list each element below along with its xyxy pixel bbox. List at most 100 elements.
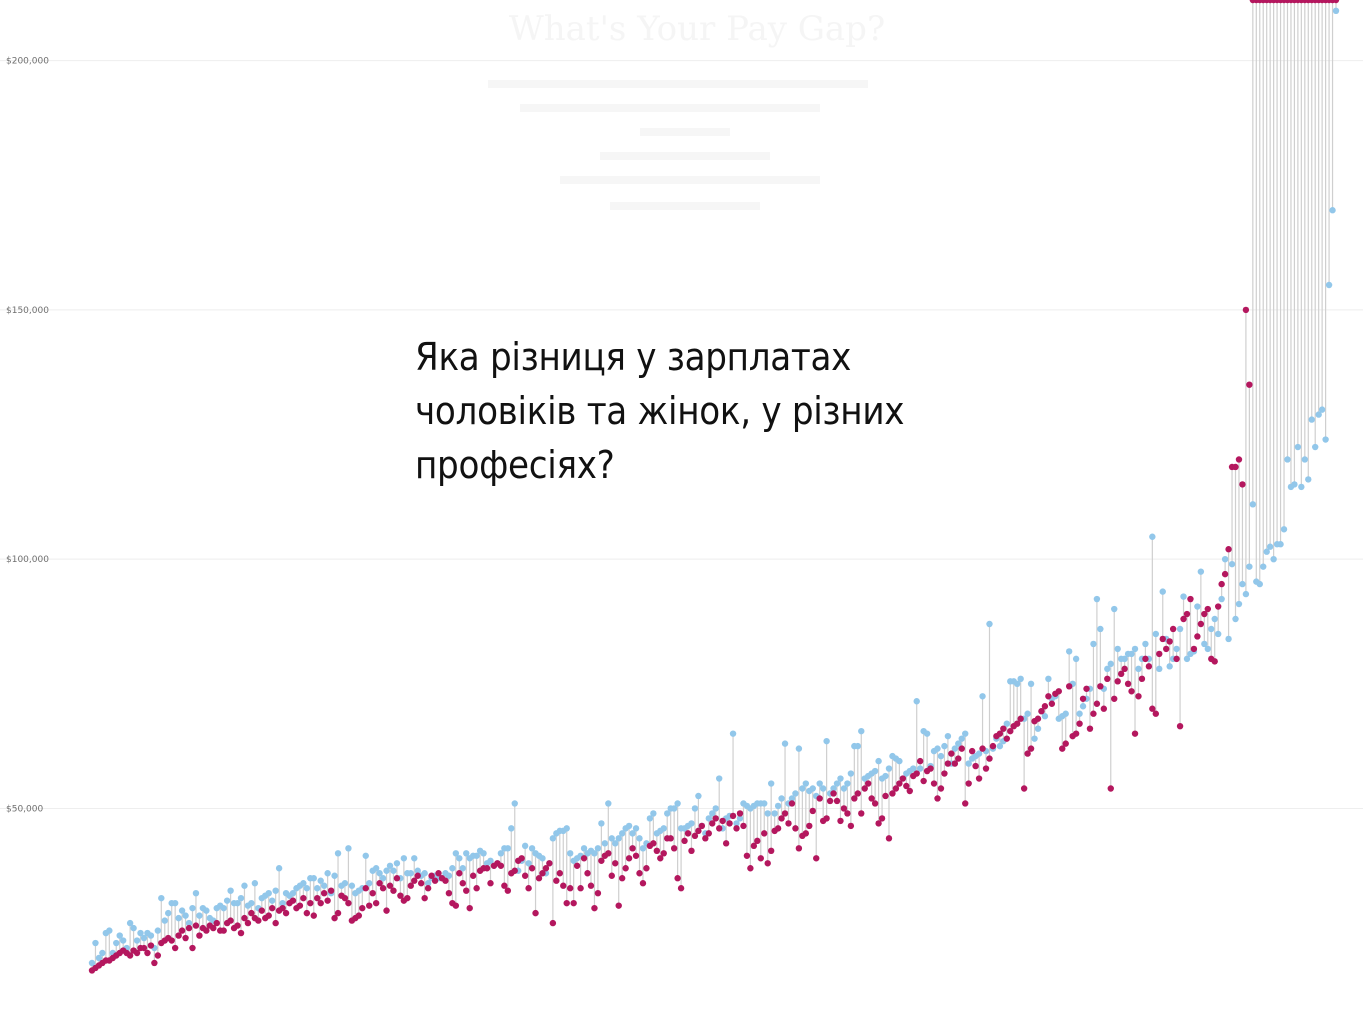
- women-salary-point: [192, 922, 200, 929]
- women-salary-point: [584, 870, 591, 877]
- men-salary-point: [459, 865, 466, 872]
- men-salary-point: [279, 899, 286, 907]
- women-salary-point: [469, 872, 477, 879]
- men-salary-point: [528, 845, 536, 852]
- faded-text-line: [488, 80, 868, 88]
- women-salary-point: [175, 932, 182, 939]
- men-salary-point: [275, 865, 283, 872]
- men-salary-point: [639, 845, 647, 852]
- women-salary-point: [958, 745, 965, 752]
- men-salary-point: [1318, 406, 1326, 413]
- women-salary-point: [612, 860, 619, 867]
- men-salary-point: [390, 867, 397, 874]
- women-salary-point: [740, 822, 747, 830]
- women-salary-point: [972, 762, 979, 770]
- men-salary-point: [289, 889, 297, 897]
- women-salary-point: [528, 865, 536, 872]
- women-salary-point: [1218, 580, 1225, 588]
- men-salary-point: [171, 899, 179, 907]
- women-salary-point: [1041, 703, 1049, 710]
- men-salary-point: [871, 767, 879, 775]
- women-salary-point: [255, 917, 262, 924]
- men-salary-point: [237, 894, 245, 902]
- women-salary-point: [896, 780, 903, 787]
- men-salary-point: [709, 810, 716, 817]
- women-salary-point: [411, 877, 418, 884]
- women-salary-point: [598, 857, 605, 864]
- women-salary-point: [549, 919, 557, 927]
- women-salary-point: [168, 937, 175, 944]
- women-salary-point: [504, 887, 512, 894]
- women-salary-point: [424, 885, 432, 892]
- men-salary-point: [1308, 416, 1315, 423]
- men-salary-point: [508, 825, 515, 832]
- men-salary-point: [1305, 476, 1312, 483]
- men-salary-point: [1197, 568, 1205, 575]
- faded-text-line: [640, 128, 730, 136]
- women-salary-point: [833, 797, 841, 805]
- men-salary-point: [802, 780, 810, 787]
- men-salary-point: [778, 795, 785, 802]
- men-salary-point: [1034, 725, 1042, 732]
- men-salary-point: [192, 889, 200, 897]
- men-salary-point: [119, 937, 127, 944]
- men-salary-point: [792, 790, 799, 797]
- men-salary-point: [580, 845, 588, 852]
- women-salary-point: [851, 795, 858, 802]
- women-salary-point: [1197, 620, 1205, 628]
- women-salary-point: [317, 899, 324, 907]
- chart-title: What's Your Pay Gap?: [509, 9, 885, 49]
- men-salary-point: [473, 852, 480, 859]
- men-salary-point: [140, 934, 148, 942]
- men-salary-point: [601, 840, 609, 847]
- women-salary-point: [1062, 740, 1069, 747]
- women-salary-point: [1235, 456, 1243, 463]
- women-salary-point: [830, 790, 837, 797]
- men-salary-point: [248, 899, 255, 907]
- women-salary-point: [591, 904, 598, 912]
- women-salary-point: [282, 909, 290, 917]
- men-salary-point: [504, 845, 512, 852]
- women-salary-point: [930, 780, 938, 787]
- men-salary-point: [1176, 625, 1184, 633]
- men-salary-point: [1315, 411, 1322, 418]
- women-salary-point: [847, 822, 855, 830]
- men-salary-point: [608, 835, 615, 842]
- men-salary-point: [598, 820, 605, 827]
- men-salary-point: [674, 800, 681, 807]
- women-salary-point: [1225, 546, 1232, 553]
- women-salary-point: [889, 790, 896, 797]
- women-salary-point: [1020, 785, 1028, 792]
- women-salary-point: [1145, 663, 1153, 670]
- women-salary-point: [1100, 705, 1108, 712]
- women-salary-point: [1014, 720, 1021, 727]
- women-salary-point: [307, 899, 314, 907]
- women-salary-point: [1114, 678, 1121, 685]
- women-salary-point: [1138, 675, 1146, 683]
- men-salary-point: [268, 897, 276, 904]
- men-salary-point: [1225, 635, 1232, 643]
- men-salary-point: [809, 785, 816, 792]
- women-salary-point: [1027, 745, 1035, 752]
- women-salary-point: [1128, 688, 1135, 695]
- women-salary-point: [1072, 730, 1080, 737]
- women-salary-point: [345, 899, 352, 907]
- men-salary-point: [106, 927, 113, 934]
- women-salary-point: [813, 855, 820, 862]
- men-salary-point: [1003, 720, 1011, 727]
- women-salary-point: [466, 904, 473, 912]
- women-salary-point: [314, 894, 321, 902]
- women-salary-point: [767, 847, 775, 855]
- women-salary-point: [1156, 650, 1163, 658]
- men-salary-point: [941, 742, 948, 750]
- women-salary-point: [674, 875, 681, 882]
- men-salary-point: [858, 727, 865, 735]
- men-salary-point: [1159, 588, 1166, 595]
- men-salary-point: [424, 880, 432, 887]
- men-salary-point: [1183, 655, 1191, 663]
- women-salary-point: [1083, 685, 1090, 692]
- women-salary-point: [1194, 633, 1201, 640]
- women-salary-point: [407, 882, 414, 889]
- women-salary-point: [875, 820, 882, 827]
